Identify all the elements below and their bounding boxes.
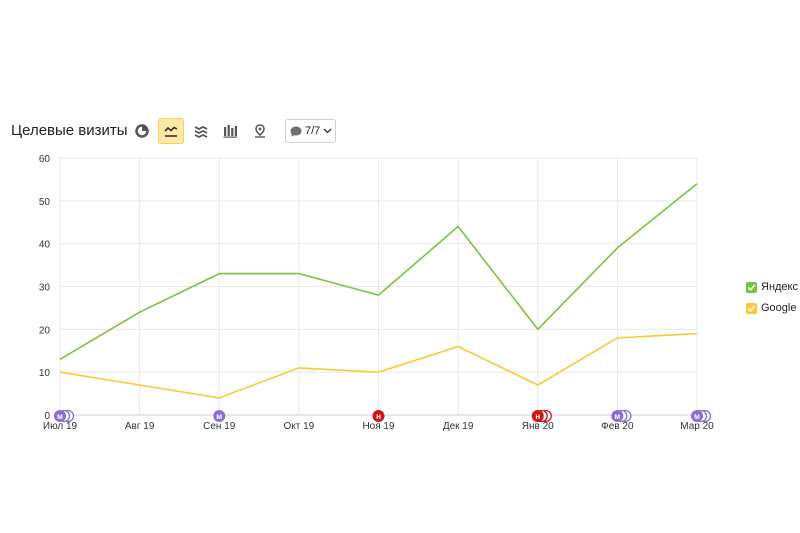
notes-count: 7/7	[305, 125, 321, 137]
note-marker-letter: н	[535, 412, 540, 421]
chart-title: Целевые визиты	[11, 122, 128, 139]
y-tick-label: 40	[39, 240, 51, 251]
note-marker-stack	[61, 409, 75, 423]
pie-chart-icon	[135, 124, 149, 138]
line-chart-icon	[164, 126, 178, 137]
map-pin-icon	[255, 124, 265, 138]
y-tick-label: 30	[39, 283, 51, 294]
x-tick-label: Ноя 19	[362, 421, 395, 432]
check-icon	[747, 283, 756, 291]
x-tick-label: Сен 19	[203, 421, 236, 432]
notes-dropdown[interactable]: 7/7	[285, 119, 336, 143]
legend-checkbox-google[interactable]	[746, 302, 757, 314]
legend-item-google[interactable]: Google	[746, 301, 798, 315]
legend-label-google: Google	[761, 302, 797, 314]
note-marker[interactable]	[213, 410, 226, 422]
x-tick-label: Дек 19	[443, 421, 474, 432]
note-marker-stack	[698, 409, 712, 423]
x-tick-label: Июл 19	[43, 421, 78, 432]
legend-item-yandex[interactable]: Яндекс	[746, 280, 798, 294]
note-marker-stack	[535, 409, 548, 423]
y-tick-label: 0	[44, 411, 50, 422]
legend-label-yandex: Яндекс	[761, 281, 798, 293]
comment-icon	[290, 126, 302, 137]
note-marker[interactable]	[611, 410, 624, 422]
line-chart-button[interactable]	[158, 118, 184, 144]
stacked-area-button[interactable]	[188, 118, 214, 144]
x-tick-label: Мар 20	[680, 421, 714, 432]
x-tick-label: Янв 20	[522, 421, 554, 432]
bar-chart-icon	[223, 125, 237, 138]
series-line-1[interactable]	[59, 332, 698, 399]
y-tick-label: 60	[39, 154, 51, 165]
chart-legend: Яндекс Google	[746, 280, 798, 322]
bar-chart-button[interactable]	[217, 118, 243, 144]
note-marker-stack	[539, 409, 552, 423]
y-tick-label: 20	[39, 325, 51, 336]
note-marker-letter: м	[614, 412, 620, 421]
note-marker-stack	[694, 409, 708, 423]
x-tick-label: Фев 20	[601, 421, 634, 432]
note-marker-letter: м	[57, 412, 63, 421]
note-marker-stack	[619, 409, 632, 423]
note-marker-letter: н	[376, 412, 381, 421]
note-marker-stack	[57, 409, 71, 423]
x-tick-label: Окт 19	[284, 421, 315, 432]
note-marker[interactable]	[372, 410, 385, 422]
legend-checkbox-yandex[interactable]	[746, 281, 757, 293]
map-button[interactable]	[247, 118, 273, 144]
chart-toolbar: Целевые визиты	[0, 112, 800, 148]
note-marker-letter: м	[216, 412, 222, 421]
note-marker-stack	[615, 409, 628, 423]
pie-chart-button[interactable]	[129, 118, 155, 144]
x-tick-label: Авг 19	[125, 421, 155, 432]
y-tick-label: 50	[39, 197, 51, 208]
stacked-area-icon	[194, 125, 208, 138]
chevron-down-icon	[323, 128, 332, 134]
note-marker[interactable]	[54, 410, 66, 422]
note-marker[interactable]	[691, 410, 703, 422]
note-marker[interactable]	[531, 410, 544, 422]
y-tick-label: 10	[39, 368, 51, 379]
series-line-0[interactable]	[59, 183, 698, 360]
check-icon	[747, 304, 756, 312]
note-marker-letter: м	[694, 412, 700, 421]
